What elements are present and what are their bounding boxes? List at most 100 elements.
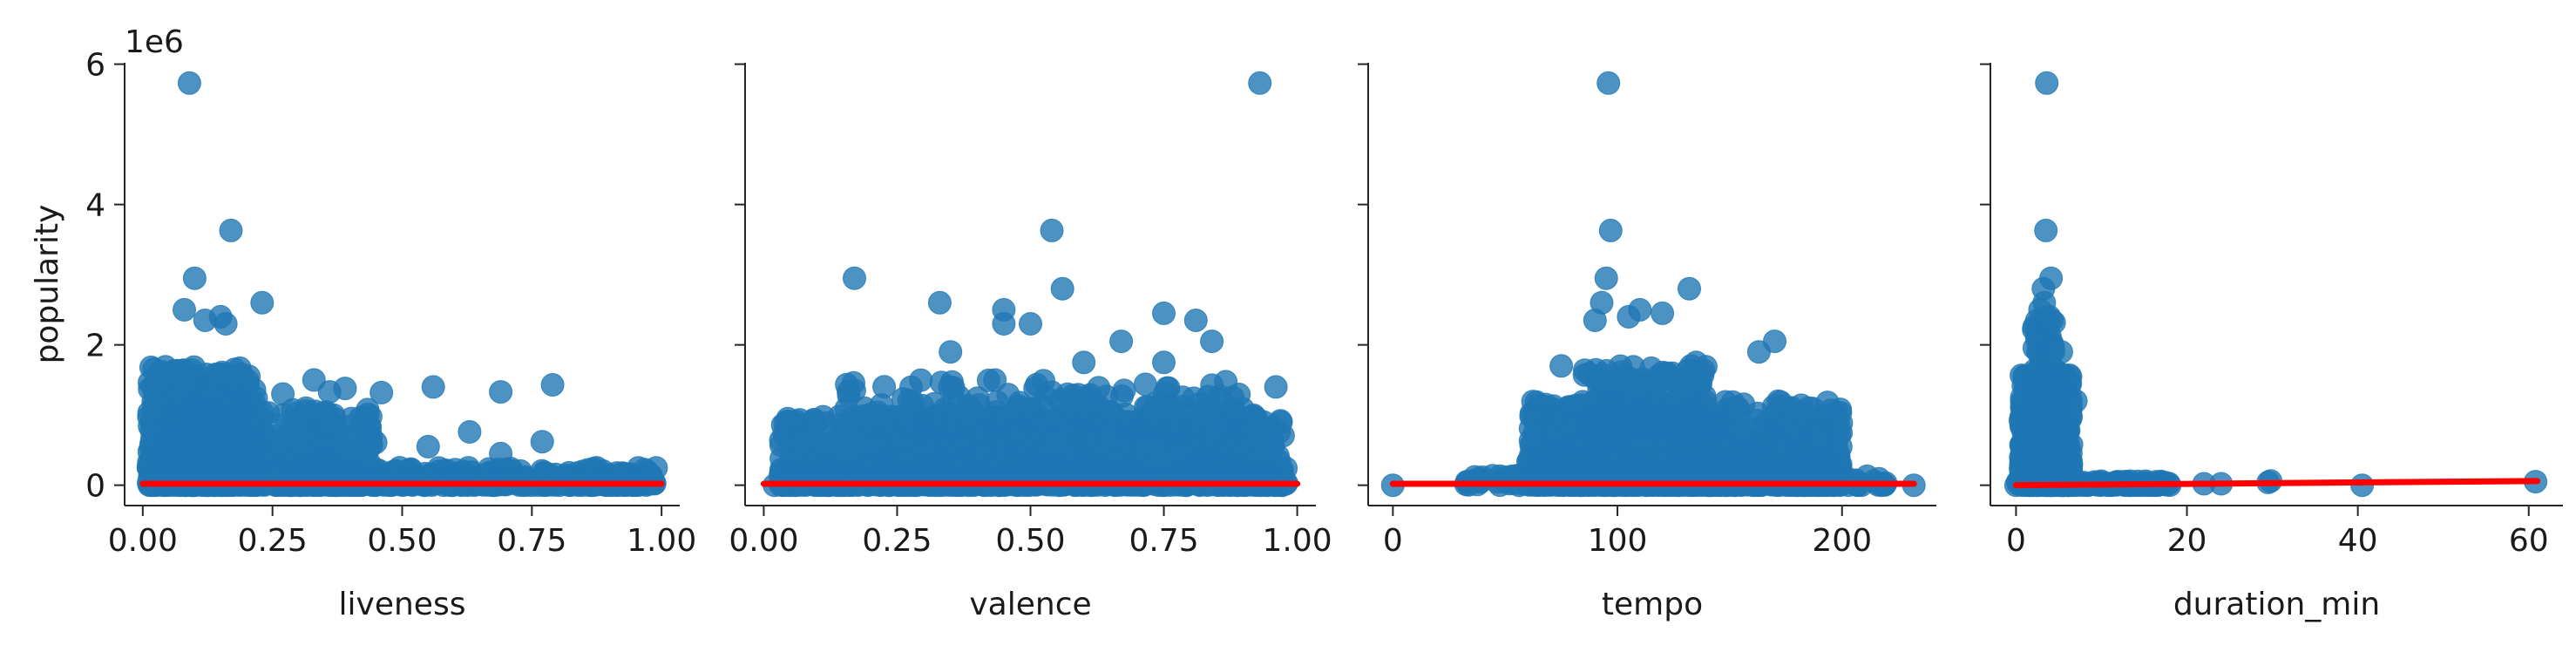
data-point	[808, 433, 830, 456]
data-point	[993, 313, 1015, 336]
data-point	[422, 376, 444, 398]
data-point	[251, 291, 274, 314]
data-point	[1020, 313, 1042, 336]
data-point	[178, 71, 200, 94]
data-point	[1766, 401, 1788, 424]
x-tick-label: 0.00	[108, 523, 178, 559]
data-point	[531, 431, 553, 453]
data-point	[370, 381, 393, 404]
data-point	[267, 438, 289, 460]
y-tick-label: 0	[85, 469, 105, 505]
data-point	[919, 444, 942, 466]
x-tick-label: 1.00	[627, 523, 696, 559]
data-point	[183, 267, 206, 289]
data-point	[977, 369, 1000, 391]
data-point	[1650, 442, 1672, 465]
data-point	[1041, 219, 1063, 241]
x-tick-label: 0.50	[367, 523, 437, 559]
y-tick-label: 6	[85, 48, 105, 84]
data-point	[910, 369, 932, 391]
x-tick-label: 0.25	[238, 523, 308, 559]
data-point	[906, 404, 929, 426]
data-point	[841, 418, 864, 440]
data-point	[1153, 302, 1176, 324]
data-point	[1051, 277, 1074, 300]
data-point	[783, 426, 806, 449]
data-point	[1073, 351, 1095, 374]
data-point	[1123, 453, 1146, 476]
data-point	[928, 291, 951, 314]
data-point	[998, 460, 1020, 483]
y-axis-offset-label: 1e6	[125, 24, 184, 60]
data-point	[302, 369, 325, 391]
scatter-points	[763, 71, 1298, 496]
x-axis-label: valence	[969, 587, 1091, 622]
x-tick-label: 0.75	[497, 523, 566, 559]
data-point	[864, 411, 887, 433]
data-point	[214, 313, 237, 336]
data-point	[1250, 430, 1272, 452]
y-axis-label: popularity	[30, 205, 65, 364]
data-point	[890, 470, 912, 492]
data-point	[1215, 370, 1237, 393]
data-point	[140, 452, 163, 474]
x-tick-label: 1.00	[1262, 523, 1332, 559]
data-point	[1110, 330, 1133, 353]
data-point	[1829, 436, 1852, 458]
data-point	[220, 219, 242, 241]
scatter-points	[137, 71, 668, 496]
y-tick-label: 2	[85, 329, 105, 364]
data-point	[233, 438, 255, 461]
data-point	[1061, 384, 1084, 407]
data-point	[1590, 382, 1612, 404]
data-point	[1064, 404, 1087, 427]
data-point	[1577, 418, 1600, 440]
data-point	[490, 381, 512, 404]
data-point	[1249, 71, 1271, 94]
data-point	[1201, 330, 1224, 353]
data-point	[785, 451, 808, 473]
data-point	[958, 451, 980, 473]
data-point	[930, 371, 952, 394]
data-point	[325, 435, 348, 458]
data-point	[843, 379, 865, 402]
data-point	[184, 398, 207, 421]
data-point	[939, 341, 962, 363]
data-point	[147, 362, 170, 384]
x-tick-label: 0.25	[862, 523, 932, 559]
scatter-points	[1381, 71, 1925, 496]
data-point	[458, 421, 481, 444]
data-point	[1153, 351, 1176, 374]
data-point	[1007, 395, 1030, 418]
data-point	[967, 394, 990, 417]
data-point	[1627, 378, 1650, 401]
panel-2: 0.00 0.25 0.50 0.75 1.00 valence	[729, 63, 1332, 622]
data-point	[1024, 377, 1047, 400]
data-point	[150, 412, 173, 435]
data-point	[272, 383, 295, 405]
data-point	[1113, 379, 1135, 402]
data-point	[1688, 416, 1711, 438]
data-point	[541, 374, 564, 397]
data-point	[1574, 359, 1596, 382]
data-point	[1160, 396, 1183, 418]
x-tick-label: 0.00	[729, 523, 798, 559]
data-point	[1104, 418, 1127, 440]
x-tick-label: 0.50	[995, 523, 1065, 559]
data-point	[490, 442, 512, 465]
data-point	[1757, 424, 1779, 447]
data-point	[1225, 418, 1248, 440]
data-point	[1617, 443, 1640, 465]
data-point	[1807, 424, 1829, 447]
data-point	[1008, 418, 1031, 440]
x-tick-label: 0.75	[1129, 523, 1198, 559]
data-point	[1779, 424, 1802, 447]
data-point	[173, 359, 195, 382]
data-point	[313, 402, 336, 424]
y-tick-label: 4	[85, 188, 105, 224]
data-point	[417, 435, 439, 458]
data-point	[173, 298, 196, 321]
